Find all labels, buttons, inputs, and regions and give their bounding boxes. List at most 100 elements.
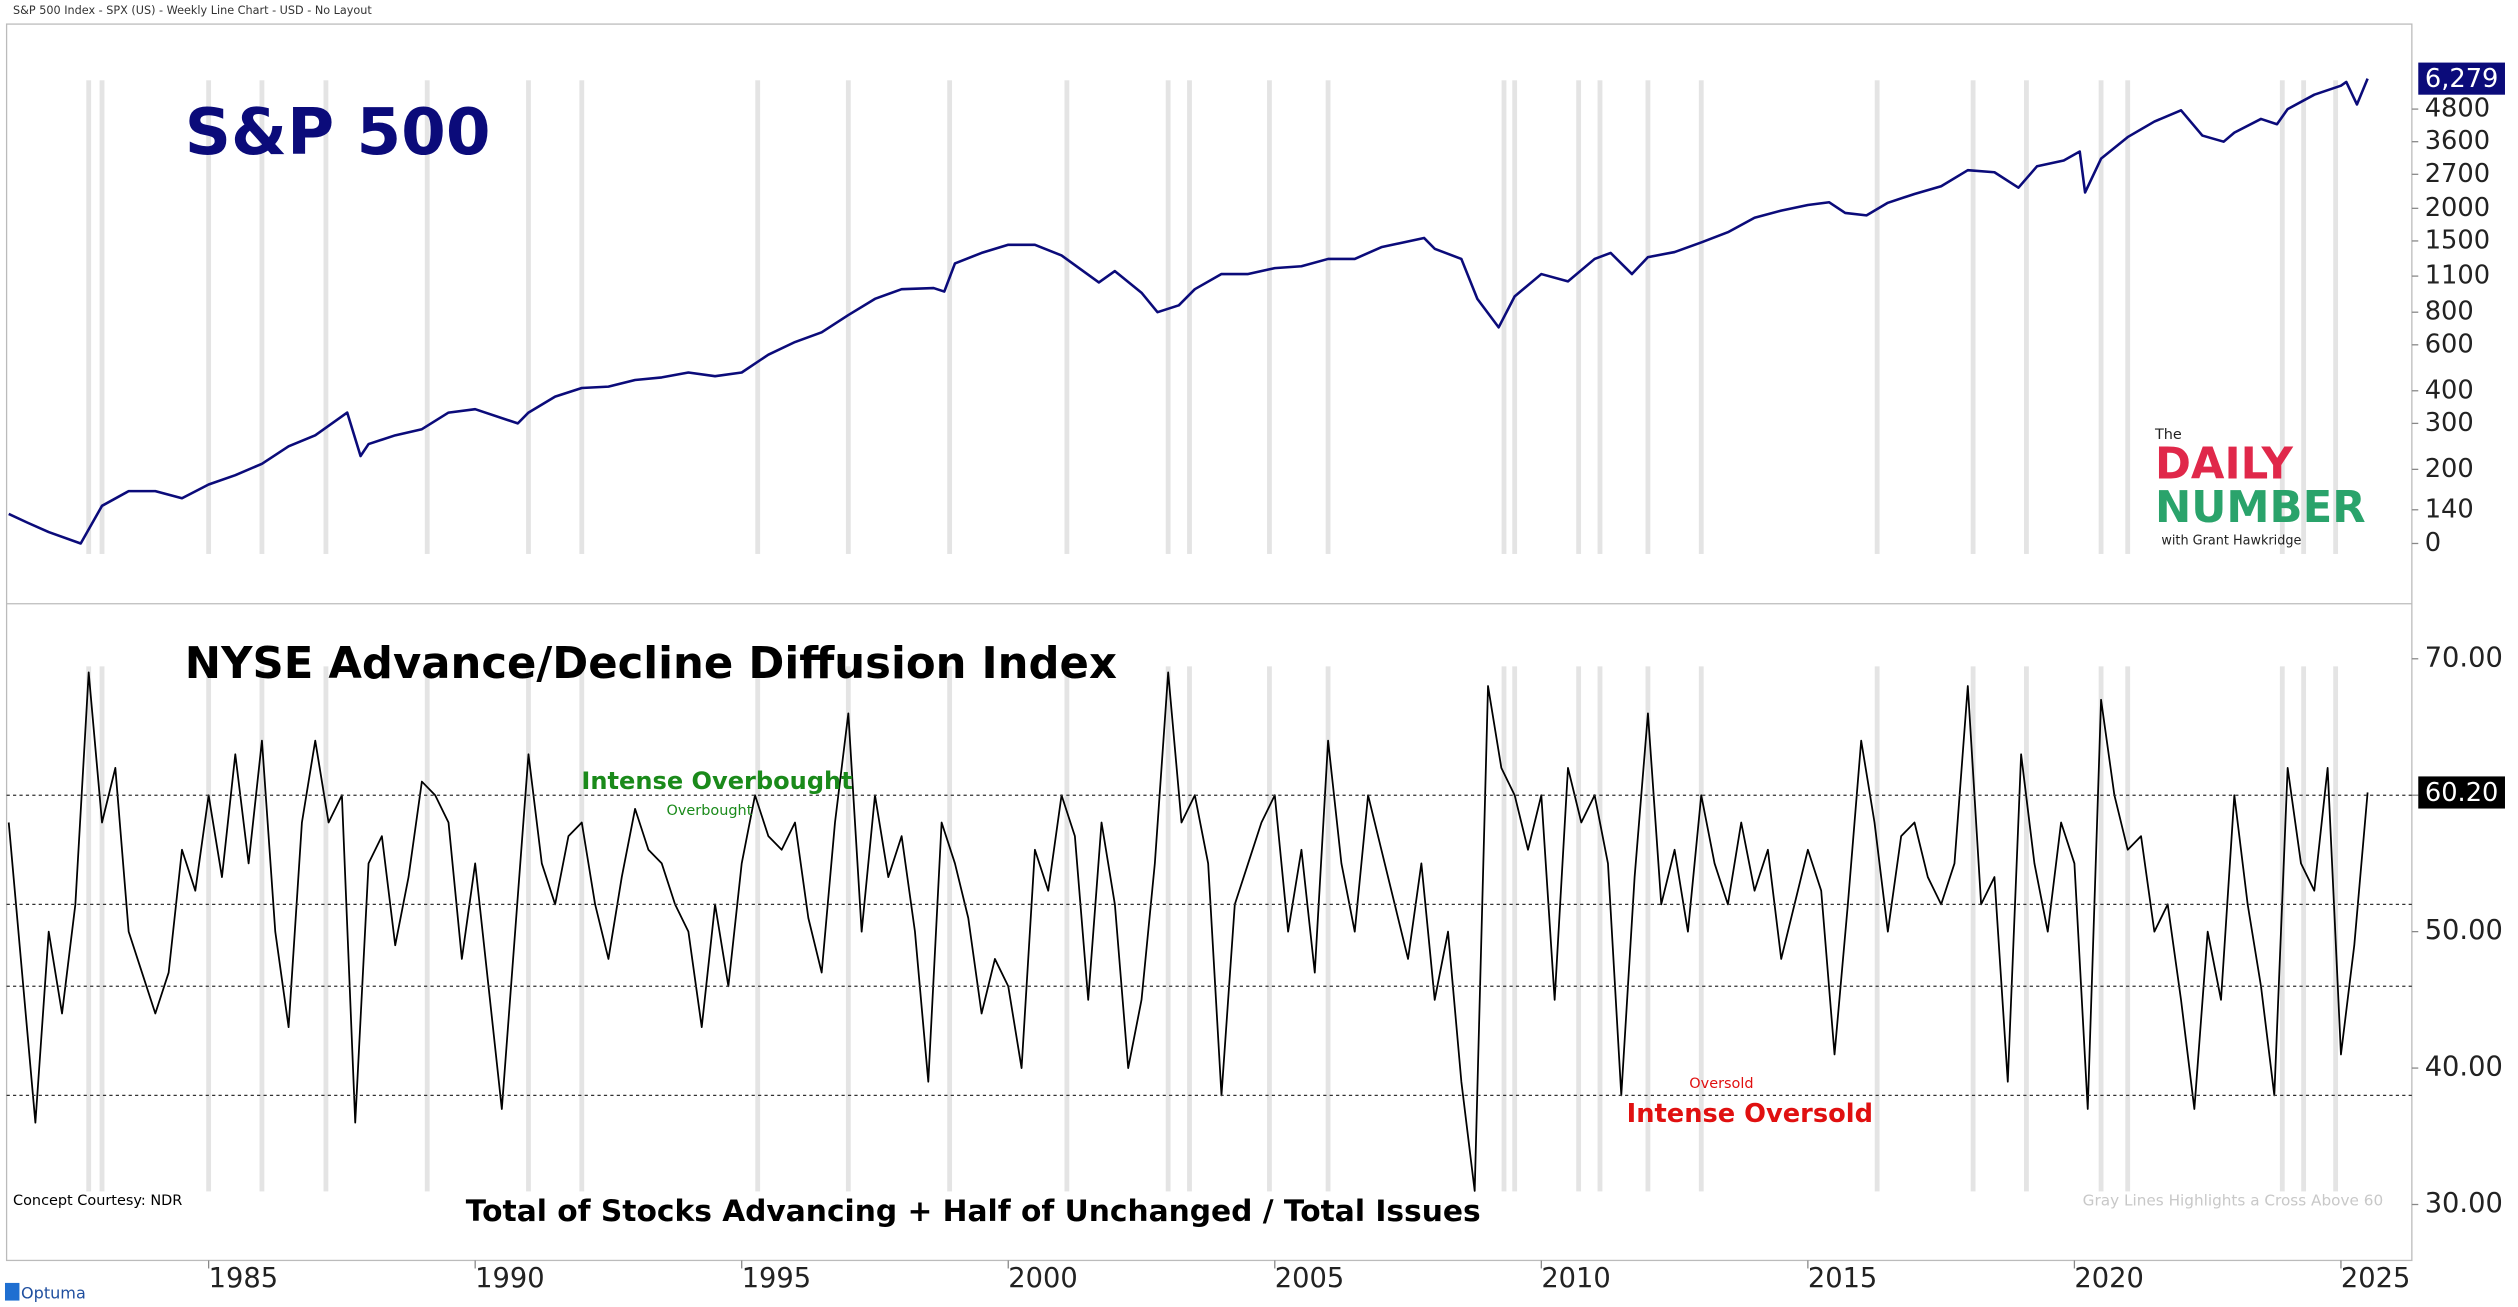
- highlight-band: [2301, 80, 2307, 554]
- x-tick-label: 2010: [1541, 1263, 1610, 1294]
- y-tick-label: 1100: [2425, 261, 2490, 291]
- highlight-band: [845, 80, 851, 554]
- y-tick-label: 1500: [2425, 225, 2490, 255]
- highlight-band: [99, 80, 105, 554]
- highlight-band: [1874, 80, 1880, 554]
- annotation: Intense Overbought: [581, 767, 852, 795]
- footer-brand: Optuma: [21, 1284, 86, 1303]
- x-tick-label: 2025: [2341, 1263, 2410, 1294]
- y-tick-label: 30.00: [2425, 1188, 2503, 1219]
- y-tick-label: 3600: [2425, 126, 2490, 156]
- highlight-band: [1698, 666, 1704, 1192]
- y-tick-label: 2700: [2425, 159, 2490, 189]
- highlight-band: [1576, 666, 1582, 1192]
- logo-small: The: [2154, 427, 2182, 443]
- y-tick-label: 200: [2425, 454, 2474, 484]
- highlight-band: [1267, 80, 1272, 554]
- highlight-band: [2301, 666, 2307, 1192]
- note: Gray Lines Highlights a Cross Above 60: [2083, 1192, 2383, 1210]
- highlight-band: [1187, 80, 1192, 554]
- highlight-band: [86, 80, 92, 554]
- brand-icon: [4, 1282, 20, 1301]
- highlight-band: [424, 666, 430, 1192]
- y-tick-label: 300: [2425, 408, 2474, 438]
- highlight-band: [259, 666, 265, 1192]
- highlight-band: [1645, 666, 1651, 1192]
- highlight-band: [755, 80, 761, 554]
- highlight-band: [424, 80, 430, 554]
- x-tick-label: 1995: [742, 1263, 811, 1294]
- highlight-band: [1064, 666, 1070, 1192]
- highlight-band: [2279, 666, 2285, 1192]
- logo-line1: DAILY: [2155, 440, 2294, 490]
- highlight-band: [579, 80, 585, 554]
- logo-byline: with Grant Hawkridge: [2161, 534, 2301, 549]
- plot-frame: [5, 23, 2413, 1262]
- credit: Concept Courtesy: NDR: [13, 1193, 182, 1209]
- highlight-band: [2024, 666, 2029, 1192]
- highlight-band: [947, 80, 953, 554]
- highlight-band: [323, 80, 329, 554]
- highlight-band: [259, 80, 265, 554]
- highlight-band: [755, 666, 761, 1192]
- y-tick-label: 140: [2425, 494, 2474, 524]
- highlight-band: [1874, 666, 1880, 1192]
- highlight-band: [1576, 80, 1582, 554]
- highlight-band: [2024, 80, 2029, 554]
- logo: The DAILY NUMBER with Grant Hawkridge: [2154, 427, 2366, 548]
- x-tick-label: 1985: [209, 1263, 278, 1294]
- x-tick-label: 2000: [1008, 1263, 1077, 1294]
- data-layer: 0140200300400600800110015002000270036004…: [6, 62, 2505, 1294]
- highlight-band: [526, 666, 531, 1192]
- highlight-band: [526, 80, 531, 554]
- y-tick-label: 40.00: [2425, 1052, 2503, 1083]
- x-tick-label: 2015: [1808, 1263, 1877, 1294]
- highlight-band: [1645, 80, 1651, 554]
- y-tick-label: 0: [2425, 528, 2441, 558]
- highlight-band: [1267, 666, 1272, 1192]
- highlight-band: [1970, 80, 1976, 554]
- highlight-band: [1165, 80, 1171, 554]
- y-tick-label: 70.00: [2425, 642, 2503, 673]
- x-tick-label: 1990: [475, 1263, 544, 1294]
- bottom-title: NYSE Advance/Decline Diffusion Index: [185, 639, 1117, 689]
- highlight-band: [1512, 80, 1518, 554]
- highlight-band: [1698, 80, 1704, 554]
- current-value-box: [2418, 776, 2505, 809]
- highlight-band: [2279, 80, 2285, 554]
- y-tick-label: 800: [2425, 297, 2474, 327]
- highlight-band: [1187, 666, 1192, 1192]
- current-value-label: 6,279: [2425, 64, 2499, 94]
- highlight-layer: [86, 80, 2339, 1192]
- highlight-band: [99, 666, 105, 1192]
- highlight-band: [1165, 666, 1171, 1192]
- top-title: S&P 500: [185, 95, 491, 170]
- y-tick-label: 2000: [2425, 193, 2490, 223]
- annotation: Intense Oversold: [1627, 1099, 1873, 1129]
- y-tick-label: 50.00: [2425, 915, 2503, 946]
- annotation: Overbought: [667, 803, 753, 819]
- highlight-band: [2125, 80, 2131, 554]
- highlight-band: [1325, 80, 1331, 554]
- highlight-band: [1325, 666, 1331, 1192]
- highlight-band: [579, 666, 585, 1192]
- highlight-band: [1597, 666, 1603, 1192]
- x-tick-label: 2020: [2074, 1263, 2143, 1294]
- annotation: Oversold: [1689, 1076, 1753, 1092]
- y-tick-label: 600: [2425, 329, 2474, 359]
- header: S&P 500 Index - SPX (US) - Weekly Line C…: [13, 4, 372, 17]
- highlight-band: [845, 666, 851, 1192]
- highlight-band: [1970, 666, 1976, 1192]
- highlight-band: [1501, 666, 1507, 1192]
- highlight-band: [206, 80, 212, 554]
- highlight-band: [206, 666, 212, 1192]
- highlight-band: [2333, 80, 2339, 554]
- highlight-band: [947, 666, 953, 1192]
- highlight-band: [2098, 666, 2104, 1192]
- highlight-band: [86, 666, 92, 1192]
- highlight-band: [323, 666, 329, 1192]
- highlight-band: [2098, 80, 2104, 554]
- current-value-label: 60.20: [2425, 778, 2499, 808]
